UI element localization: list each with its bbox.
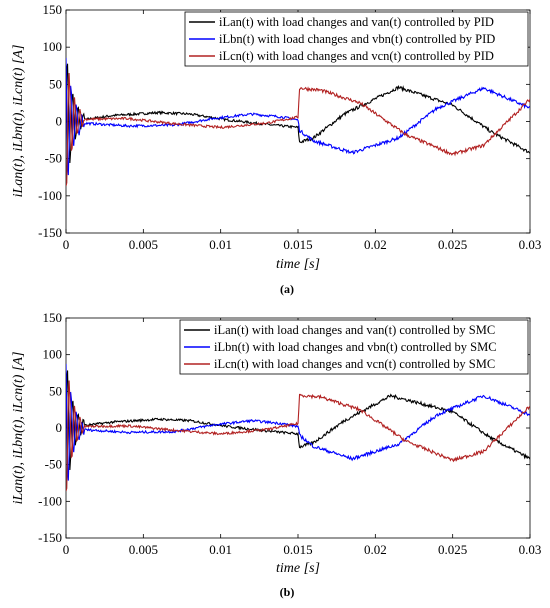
y-tick-label-a-6: 150: [43, 2, 63, 17]
legend-label-b3: iLcn(t) with load changes and vcn(t) con…: [214, 357, 495, 371]
caption-b: (b): [280, 585, 295, 599]
x-tick-label-b-1: 0.005: [129, 542, 158, 557]
y-tick-label-a-1: -100: [38, 188, 62, 203]
x-tick-label-b-5: 0.025: [438, 542, 467, 557]
legend-label-b1: iLan(t) with load changes and van(t) con…: [214, 323, 495, 337]
x-tick-label-a-1: 0.005: [129, 237, 158, 252]
y-tick-label-b-6: 150: [43, 310, 63, 325]
y-tick-label-b-3: 0: [56, 420, 63, 435]
legend-box-b: [179, 319, 529, 375]
ticks-a: 0 0.005 0.01 0.015 0.02 0.025 0.03 -150 -100 -50 0…: [38, 2, 541, 252]
x-axis-label-a: time [s]: [276, 257, 320, 272]
legend-box-a: [184, 11, 529, 67]
y-tick-label-a-2: -50: [45, 151, 62, 166]
series-line-a-1: [66, 63, 530, 164]
y-axis-label-a: iLan(t), iLbn(t), iLcn(t) [A]: [11, 45, 26, 198]
ticks-b: 0 0.005 0.01 0.015 0.02 0.025 0.03 -150 -100 -50 0…: [38, 310, 541, 557]
y-tick-label-b-1: -100: [38, 493, 62, 508]
legend-label-b2: iLbn(t) with load changes and vbn(t) con…: [214, 340, 497, 354]
x-tick-label-a-4: 0.02: [364, 237, 387, 252]
y-tick-label-a-5: 100: [43, 39, 63, 54]
legend-b: iLan(t) with load changes and van(t) con…: [179, 319, 529, 375]
x-tick-label-b-2: 0.01: [209, 542, 232, 557]
series-b: [66, 363, 530, 492]
x-tick-label-b-6: 0.03: [519, 542, 542, 557]
series-line-b-1: [66, 370, 530, 471]
x-tick-label-a-5: 0.025: [438, 237, 467, 252]
caption-a: (a): [280, 282, 294, 296]
panel-a: 0 0.005 0.01 0.015 0.02 0.025 0.03 -150 -100 -50 0…: [11, 2, 541, 296]
x-tick-label-a-0: 0: [63, 237, 70, 252]
y-tick-label-a-0: -150: [38, 225, 62, 240]
y-axis-label-b: iLan(t), iLbn(t), iLcn(t) [A]: [11, 352, 26, 505]
y-tick-label-b-0: -150: [38, 530, 62, 545]
x-tick-label-b-3: 0.015: [283, 542, 312, 557]
x-tick-label-a-2: 0.01: [209, 237, 232, 252]
x-tick-label-b-4: 0.02: [364, 542, 387, 557]
y-tick-label-b-2: -50: [45, 457, 62, 472]
y-tick-label-b-5: 100: [43, 347, 63, 362]
y-tick-label-a-4: 50: [49, 76, 62, 91]
legend-label-a3: iLcn(t) with load changes and vcn(t) con…: [219, 49, 494, 63]
x-tick-label-a-6: 0.03: [519, 237, 542, 252]
series-line-a-3: [66, 73, 530, 187]
x-axis-label-b: time [s]: [276, 561, 320, 576]
series-line-b-3: [66, 380, 530, 492]
series-line-a-2: [66, 57, 530, 176]
x-tick-label-b-0: 0: [63, 542, 70, 557]
series-line-b-2: [66, 363, 530, 481]
x-tick-label-a-3: 0.015: [283, 237, 312, 252]
legend-label-a1: iLan(t) with load changes and van(t) con…: [219, 15, 494, 29]
legend-a: iLan(t) with load changes and van(t) con…: [184, 11, 529, 67]
panel-b: 0 0.005 0.01 0.015 0.02 0.025 0.03 -150 -100 -50 0…: [11, 310, 541, 599]
y-tick-label-b-4: 50: [49, 383, 62, 398]
series-a: [66, 57, 530, 187]
y-tick-label-a-3: 0: [56, 114, 63, 129]
legend-label-a2: iLbn(t) with load changes and vbn(t) con…: [219, 32, 495, 46]
